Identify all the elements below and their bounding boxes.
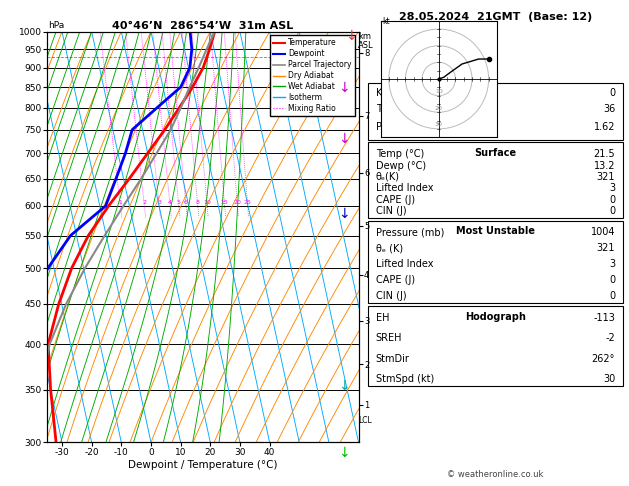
Text: ↓: ↓ xyxy=(338,81,350,94)
Text: -113: -113 xyxy=(593,312,615,323)
Text: 20: 20 xyxy=(435,105,443,110)
Text: 3: 3 xyxy=(609,183,615,193)
Text: 13.2: 13.2 xyxy=(594,160,615,171)
Text: 36: 36 xyxy=(603,104,615,114)
Text: Most Unstable: Most Unstable xyxy=(456,226,535,236)
Bar xyxy=(368,83,623,140)
X-axis label: Dewpoint / Temperature (°C): Dewpoint / Temperature (°C) xyxy=(128,460,277,469)
Text: 3: 3 xyxy=(157,200,161,205)
Text: -2: -2 xyxy=(605,333,615,343)
Text: ↓: ↓ xyxy=(345,30,357,43)
Text: 30: 30 xyxy=(435,122,443,127)
Text: 10: 10 xyxy=(203,200,211,205)
Text: kt: kt xyxy=(382,17,390,26)
Text: 10: 10 xyxy=(435,89,443,94)
Text: 20: 20 xyxy=(233,200,242,205)
Text: K: K xyxy=(376,87,382,98)
Text: ↓: ↓ xyxy=(338,380,350,393)
Text: θₑ (K): θₑ (K) xyxy=(376,243,403,253)
Text: Surface: Surface xyxy=(474,148,516,158)
Text: 1: 1 xyxy=(118,200,122,205)
Bar xyxy=(368,306,623,386)
Text: 4: 4 xyxy=(168,200,172,205)
Text: CIN (J): CIN (J) xyxy=(376,206,406,216)
Text: StmSpd (kt): StmSpd (kt) xyxy=(376,374,434,384)
Bar xyxy=(368,221,623,303)
Legend: Temperature, Dewpoint, Parcel Trajectory, Dry Adiabat, Wet Adiabat, Isotherm, Mi: Temperature, Dewpoint, Parcel Trajectory… xyxy=(270,35,355,116)
Text: 2: 2 xyxy=(142,200,146,205)
Text: 321: 321 xyxy=(596,172,615,182)
Text: EH: EH xyxy=(376,312,389,323)
Text: StmDir: StmDir xyxy=(376,354,409,364)
Text: 0: 0 xyxy=(609,206,615,216)
Text: SREH: SREH xyxy=(376,333,402,343)
Text: Dewp (°C): Dewp (°C) xyxy=(376,160,426,171)
Text: Pressure (mb): Pressure (mb) xyxy=(376,227,444,237)
Text: PW (cm): PW (cm) xyxy=(376,122,417,132)
Text: CAPE (J): CAPE (J) xyxy=(376,195,415,205)
Text: 0: 0 xyxy=(609,291,615,301)
Text: © weatheronline.co.uk: © weatheronline.co.uk xyxy=(447,470,543,479)
Text: CAPE (J): CAPE (J) xyxy=(376,276,415,285)
Text: 6: 6 xyxy=(184,200,188,205)
Text: 1.62: 1.62 xyxy=(594,122,615,132)
Text: 21.5: 21.5 xyxy=(593,149,615,159)
Text: Hodograph: Hodograph xyxy=(465,312,526,322)
Text: 15: 15 xyxy=(221,200,228,205)
Text: 0: 0 xyxy=(609,87,615,98)
Text: 321: 321 xyxy=(596,243,615,253)
Text: 3: 3 xyxy=(609,260,615,269)
Text: km
ASL: km ASL xyxy=(358,32,374,50)
Text: 5: 5 xyxy=(177,200,181,205)
Text: Lifted Index: Lifted Index xyxy=(376,183,433,193)
Text: hPa: hPa xyxy=(48,21,64,30)
Text: LCL: LCL xyxy=(358,416,372,425)
Text: 262°: 262° xyxy=(592,354,615,364)
Text: ↓: ↓ xyxy=(338,446,350,460)
Text: ↓: ↓ xyxy=(338,207,350,221)
Text: 8: 8 xyxy=(196,200,199,205)
Text: θₑ(K): θₑ(K) xyxy=(376,172,399,182)
Bar xyxy=(368,142,623,218)
Text: ↓: ↓ xyxy=(338,132,350,145)
Text: 30: 30 xyxy=(603,374,615,384)
Text: 1004: 1004 xyxy=(591,227,615,237)
Text: 28.05.2024  21GMT  (Base: 12): 28.05.2024 21GMT (Base: 12) xyxy=(399,12,592,22)
Text: Temp (°C): Temp (°C) xyxy=(376,149,424,159)
Text: CIN (J): CIN (J) xyxy=(376,291,406,301)
Text: 25: 25 xyxy=(243,200,252,205)
Text: 0: 0 xyxy=(609,195,615,205)
Text: 0: 0 xyxy=(609,276,615,285)
Text: Lifted Index: Lifted Index xyxy=(376,260,433,269)
Text: Totals Totals: Totals Totals xyxy=(376,104,435,114)
Title: 40°46’N  286°54’W  31m ASL: 40°46’N 286°54’W 31m ASL xyxy=(112,21,294,31)
